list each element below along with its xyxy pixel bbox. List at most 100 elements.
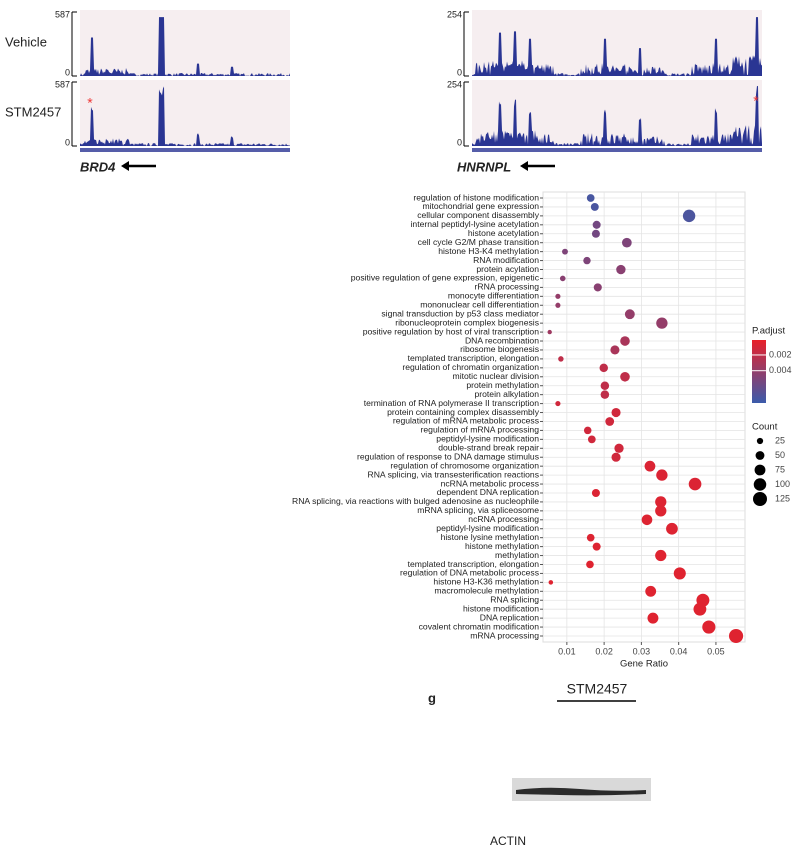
category-label: mRNA splicing, via spliceosome [417, 505, 539, 515]
x-tick-label: 0.05 [707, 646, 725, 656]
colorbar-label: 0.002 [769, 349, 792, 359]
dot [616, 264, 626, 275]
condition-label: STM2457 [5, 104, 61, 119]
size-label: 125 [775, 493, 790, 503]
dot [592, 542, 601, 551]
dot [656, 317, 668, 329]
dot [547, 329, 552, 335]
category-label: templated transcription, elongation [408, 353, 540, 363]
category-label: monocyte differentiation [448, 291, 539, 301]
category-label: regulation of chromatin organization [402, 362, 539, 372]
dot [614, 443, 624, 453]
dot [666, 522, 678, 535]
dot [555, 401, 561, 407]
category-label: protein alkylation [475, 389, 540, 399]
dot [682, 209, 696, 223]
dot [673, 567, 686, 580]
dot [647, 612, 659, 624]
signal-track [472, 17, 762, 77]
gene-label: HNRNPL [457, 159, 511, 174]
x-tick-label: 0.03 [633, 646, 651, 656]
category-label: DNA recombination [465, 335, 539, 345]
panel-label: g [428, 690, 436, 705]
blot-band [516, 787, 646, 796]
category-label: ribosome biogenesis [460, 344, 539, 354]
category-label: mRNA processing [470, 630, 539, 640]
dot [610, 345, 620, 355]
category-label: regulation of response to DNA damage sti… [357, 451, 539, 461]
plot-background [542, 191, 746, 643]
dot [641, 514, 653, 526]
dot [611, 452, 621, 462]
dot [590, 202, 599, 211]
dot [592, 220, 601, 229]
category-label: internal peptidyl-lysine acetylation [411, 219, 540, 229]
dot [702, 620, 716, 634]
size-key [753, 492, 767, 506]
dot [728, 628, 744, 644]
dot [693, 602, 707, 616]
category-label: RNA modification [473, 255, 539, 265]
x-axis-title: Gene Ratio [620, 659, 668, 670]
category-label: histone lysine methylation [441, 532, 540, 542]
category-label: dependent DNA replication [437, 487, 539, 497]
strand-arrow-head [520, 161, 528, 171]
gene-model [472, 148, 762, 152]
category-label: cellular component disassembly [417, 210, 540, 220]
category-label: covalent chromatin modification [419, 621, 540, 631]
dot [644, 460, 656, 472]
category-label: regulation of chromosome organization [390, 460, 539, 470]
category-label: RNA splicing [490, 595, 539, 605]
dot [645, 585, 657, 597]
category-label: templated transcription, elongation [408, 559, 540, 569]
category-label: rRNA processing [475, 282, 540, 292]
track-max-label: 587 [55, 79, 70, 89]
dot [555, 302, 561, 308]
category-label: histone methylation [465, 541, 539, 551]
protein-label: ACTIN [490, 834, 526, 848]
category-label: histone H3-K4 methylation [438, 246, 539, 256]
dot [587, 435, 596, 444]
track-min-label: 0 [65, 67, 70, 77]
dot [548, 580, 554, 585]
category-label: positive regulation of gene expression, … [351, 273, 540, 283]
size-label: 75 [775, 464, 785, 474]
category-label: histone modification [463, 603, 539, 613]
category-label: regulation of DNA metabolic process [400, 568, 539, 578]
track-max-label: 254 [447, 79, 462, 89]
x-tick-label: 0.01 [558, 646, 576, 656]
category-label: RNA splicing, via transesterification re… [368, 469, 539, 479]
dot [655, 496, 667, 508]
gene-label: BRD4 [80, 159, 116, 174]
track-background [80, 80, 290, 146]
size-key [755, 451, 765, 460]
size-key [754, 464, 766, 476]
signal-track [80, 17, 290, 77]
track-min-label: 0 [457, 67, 462, 77]
category-label: mitochondrial gene expression [422, 201, 539, 211]
significance-marker: * [87, 95, 93, 111]
size-legend-title: Count [752, 422, 778, 433]
colorbar [752, 340, 766, 403]
size-label: 100 [775, 479, 790, 489]
dot [600, 390, 610, 399]
size-key [753, 478, 767, 491]
group-label: STM2457 [567, 681, 628, 697]
dot [655, 549, 667, 562]
track-background [80, 10, 290, 76]
category-label: methylation [495, 550, 539, 560]
category-label: mononuclear cell differentiation [420, 300, 539, 310]
category-label: ribonucleoprotein complex biogenesis [395, 317, 539, 327]
size-label: 25 [775, 435, 785, 445]
size-label: 50 [775, 450, 785, 460]
dot [586, 533, 595, 542]
dot [583, 256, 591, 265]
category-label: RNA splicing, via reactions with bulged … [292, 496, 539, 506]
dot [599, 363, 608, 373]
dot [555, 293, 561, 299]
category-label: termination of RNA polymerase II transcr… [364, 398, 540, 408]
color-legend-title: P.adjust [752, 326, 785, 337]
dot [593, 283, 602, 292]
dot [656, 469, 668, 481]
